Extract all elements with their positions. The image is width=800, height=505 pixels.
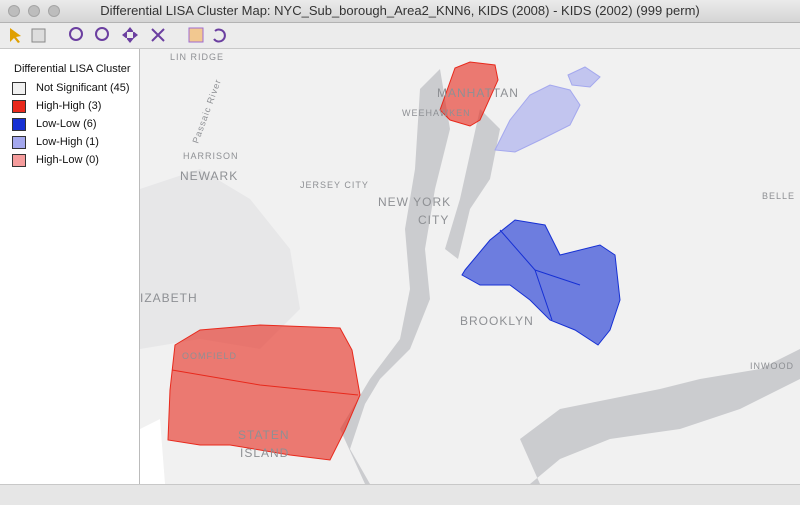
legend-entry[interactable]: Low-High (1)	[12, 135, 99, 149]
region[interactable]	[461, 219, 621, 346]
minimize-button[interactable]	[28, 5, 40, 17]
map-label: NEWARK	[180, 169, 238, 183]
region[interactable]	[567, 66, 601, 88]
map-label: HARRISON	[183, 151, 239, 161]
legend-entry[interactable]: High-Low (0)	[12, 153, 99, 167]
zoom-button[interactable]	[48, 5, 60, 17]
legend-label: Not Significant (45)	[36, 82, 130, 94]
map-label: JERSEY CITY	[300, 180, 369, 190]
window-title: Differential LISA Cluster Map: NYC_Sub_b…	[100, 3, 700, 18]
region[interactable]	[439, 61, 499, 127]
refresh[interactable]	[213, 28, 226, 43]
map-label: IZABETH	[140, 291, 198, 305]
region[interactable]	[494, 84, 581, 153]
legend-label: Low-High (1)	[36, 136, 99, 148]
legend-entry[interactable]: Low-Low (6)	[12, 117, 97, 131]
zoom-in[interactable]	[69, 27, 83, 41]
toolbar	[0, 23, 800, 49]
select-tool[interactable]	[10, 28, 21, 43]
region[interactable]	[167, 324, 361, 461]
map-label: ISLAND	[240, 446, 289, 460]
land-edge	[140, 419, 165, 484]
east-river	[445, 109, 500, 259]
map-label: MANHATTAN	[437, 86, 519, 100]
legend-label: High-High (3)	[36, 100, 102, 112]
legend-swatch	[12, 135, 26, 149]
map-label: OOMFIELD	[182, 351, 237, 361]
map-label: BROOKLYN	[460, 314, 534, 328]
map-label: STATEN	[238, 428, 290, 442]
full-extent[interactable]	[151, 28, 165, 42]
legend-label: Low-Low (6)	[36, 118, 97, 130]
legend-entry[interactable]: High-High (3)	[12, 99, 101, 113]
legend-title: Differential LISA Cluster	[14, 63, 131, 75]
map-label: BELLE	[762, 191, 795, 201]
legend-entry[interactable]: Not Significant (45)	[12, 81, 130, 95]
select-region-tool[interactable]	[31, 28, 46, 43]
pan[interactable]	[122, 27, 138, 43]
map-label: NEW YORK	[378, 195, 451, 209]
map: NEWARK NEW YORK CITY BROOKLYN MANHATTAN HARRI…	[140, 49, 800, 484]
region-boundary	[171, 369, 359, 396]
status-bar	[0, 484, 800, 505]
water	[140, 169, 300, 349]
map-label: WEEHAWKEN	[402, 108, 471, 118]
legend-panel: Differential LISA Cluster Not Significan…	[0, 49, 140, 484]
legend-swatch	[12, 81, 26, 95]
legend-label: High-Low (0)	[36, 154, 99, 166]
map-label: INWOOD	[750, 361, 794, 371]
legend-swatch	[12, 99, 26, 113]
map-label: LIN RIDGE	[170, 52, 224, 62]
title-bar: Differential LISA Cluster Map: NYC_Sub_b…	[0, 0, 800, 23]
legend-swatch	[12, 117, 26, 131]
close-button[interactable]	[8, 5, 20, 17]
map-label: CITY	[418, 213, 449, 227]
basemap[interactable]	[188, 27, 204, 43]
toolbar-icons	[10, 27, 226, 43]
zoom-out[interactable]	[95, 27, 109, 41]
legend-swatch	[12, 153, 26, 167]
region-boundary	[534, 269, 581, 286]
